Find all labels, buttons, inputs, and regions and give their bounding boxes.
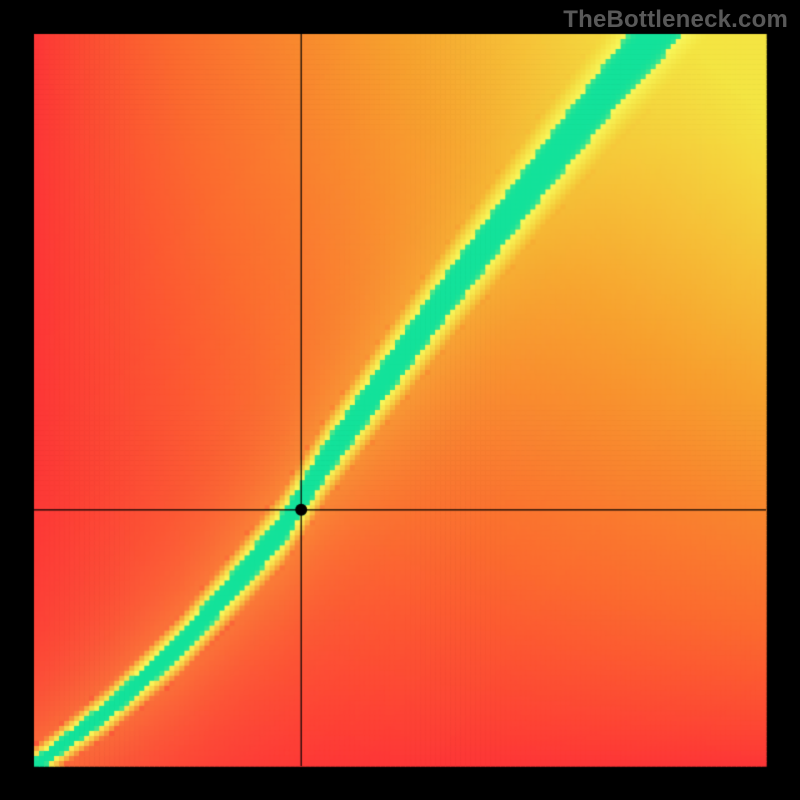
chart-container: TheBottleneck.com <box>0 0 800 800</box>
watermark-text: TheBottleneck.com <box>563 6 788 34</box>
bottleneck-heatmap <box>0 0 800 800</box>
